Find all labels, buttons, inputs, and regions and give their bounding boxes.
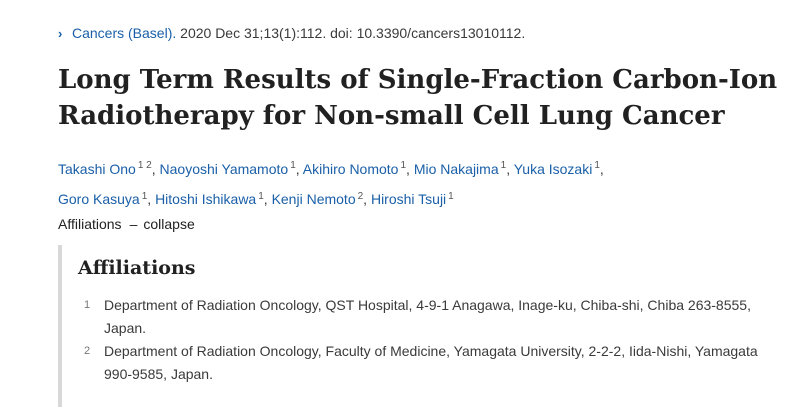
author-affiliation-ref[interactable]: 2 <box>357 190 364 202</box>
author-link[interactable]: Kenji Nemoto <box>271 191 356 208</box>
chevron-right-icon: › <box>58 26 63 41</box>
affiliations-heading: Affiliations <box>78 257 196 279</box>
author-link[interactable]: Hitoshi Ishikawa <box>155 191 257 208</box>
author-affiliation-ref[interactable]: 1 <box>290 160 296 171</box>
author-affiliation-ref[interactable]: 1 <box>594 160 600 171</box>
affiliations-toggle-label: Affiliations <box>58 216 122 232</box>
author-affiliation-ref[interactable]: 1 <box>500 160 507 171</box>
citation-line: › Cancers (Basel). 2020 Dec 31;13(1):112.… <box>58 25 525 41</box>
affiliations-toggle-row: Affiliations – collapse <box>58 216 195 232</box>
author-item: Kenji Nemoto 2, <box>271 190 371 208</box>
affiliation-item: 1 Department of Radiation Oncology, QST … <box>84 294 784 339</box>
affiliations-panel: Affiliations 1 Department of Radiation O… <box>58 245 792 407</box>
author-link[interactable]: Naoyoshi Yamamoto <box>159 160 289 177</box>
author-item: Hitoshi Ishikawa 1, <box>155 190 272 208</box>
author-item: Goro Kasuya 1, <box>58 190 156 208</box>
affiliation-item: 2 Department of Radiation Oncology, Facu… <box>84 340 784 385</box>
journal-link[interactable]: Cancers (Basel). <box>72 25 177 41</box>
affiliation-text: Department of Radiation Oncology, Facult… <box>104 343 758 382</box>
affiliation-number: 2 <box>84 345 91 357</box>
author-item: Naoyoshi Yamamoto 1, <box>159 160 303 177</box>
affiliations-list: 1 Department of Radiation Oncology, QST … <box>84 294 784 386</box>
citation-details: 2020 Dec 31;13(1):112. doi: 10.3390/canc… <box>180 25 526 41</box>
article-title: Long Term Results of Single-Fraction Car… <box>58 65 778 131</box>
affiliation-number: 1 <box>84 299 91 311</box>
affiliation-text: Department of Radiation Oncology, QST Ho… <box>104 297 751 336</box>
author-item: Mio Nakajima 1, <box>413 160 514 177</box>
author-link[interactable]: Hiroshi Tsuji <box>370 191 447 208</box>
author-link[interactable]: Takashi Ono <box>58 160 136 177</box>
author-link[interactable]: Mio Nakajima <box>413 160 499 177</box>
author-affiliation-ref[interactable]: 1 2 <box>137 160 152 171</box>
author-link[interactable]: Yuka Isozaki <box>513 160 593 177</box>
author-affiliation-ref[interactable]: 1 <box>400 160 407 171</box>
author-item: Takashi Ono 1 2, <box>58 160 160 177</box>
author-affiliation-ref[interactable]: 1 <box>258 190 264 202</box>
author-affiliation-ref[interactable]: 1 <box>141 190 148 202</box>
author-item: Yuka Isozaki 1, <box>513 160 604 177</box>
collapse-button[interactable]: collapse <box>143 216 195 232</box>
author-link[interactable]: Goro Kasuya <box>58 191 140 208</box>
author-item: Hiroshi Tsuji 1 <box>370 190 454 208</box>
author-list: Takashi Ono 1 2, Naoyoshi Yamamoto 1, Akih… <box>58 152 778 213</box>
affiliations-toggle-dash: – <box>129 216 138 232</box>
author-item: Akihiro Nomoto 1, <box>302 160 414 177</box>
author-affiliation-ref[interactable]: 1 <box>448 190 454 202</box>
author-link[interactable]: Akihiro Nomoto <box>302 160 399 177</box>
